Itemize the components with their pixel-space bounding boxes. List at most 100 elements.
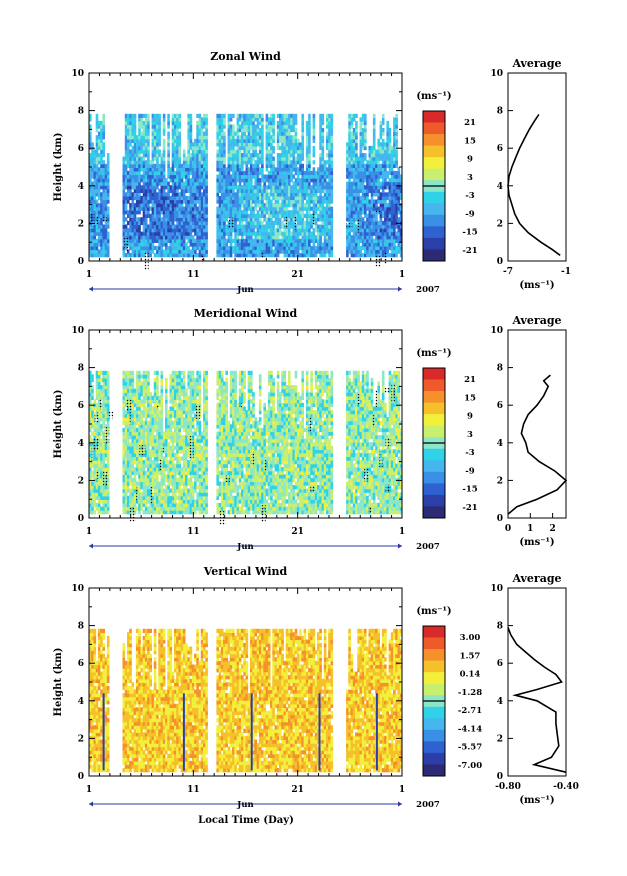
heatmap-cell <box>147 138 150 143</box>
heatmap-cell <box>330 206 334 211</box>
heatmap-cell <box>328 188 331 193</box>
heatmap-cell <box>142 113 146 118</box>
heatmap-cell <box>97 210 101 215</box>
heatmap-cell <box>395 253 398 258</box>
heatmap-cell <box>381 145 385 151</box>
heatmap-cell <box>165 217 168 222</box>
heatmap-cell <box>245 188 249 193</box>
heatmap-cell <box>359 253 363 258</box>
heatmap-cell <box>229 149 233 154</box>
heatmap-cell <box>381 113 385 118</box>
heatmap-cell <box>169 174 173 179</box>
heatmap-cell <box>178 156 181 161</box>
heatmap-cell <box>102 417 105 422</box>
heatmap-cell <box>216 220 219 226</box>
heatmap-cell <box>330 213 334 218</box>
heatmap-cell <box>171 160 175 165</box>
heatmap-cell <box>350 138 354 143</box>
heatmap-cell <box>185 235 188 240</box>
heatmap-cell <box>133 417 137 422</box>
heatmap-cell <box>122 206 126 211</box>
heatmap-cell <box>95 185 99 190</box>
heatmap-cell <box>265 192 269 197</box>
heatmap-cell <box>348 210 351 215</box>
heatmap-cell <box>180 228 184 233</box>
heatmap-cell <box>310 235 313 240</box>
heatmap-cell <box>381 188 385 193</box>
heatmap-cell <box>258 228 262 233</box>
heatmap-cell <box>281 124 284 129</box>
heatmap-cell <box>310 206 313 211</box>
heatmap-cell <box>372 178 376 183</box>
heatmap-cell <box>395 128 398 133</box>
heatmap-cell <box>368 170 372 176</box>
heatmap-cell <box>386 224 389 229</box>
heatmap-cell <box>100 145 103 151</box>
heatmap-cell <box>274 185 278 190</box>
heatmap-cell <box>267 185 271 190</box>
heatmap-cell <box>359 206 363 211</box>
heatmap-cell <box>299 178 302 183</box>
heatmap-cell <box>321 253 325 258</box>
heatmap-cell <box>122 492 126 497</box>
heatmap-cell <box>323 174 327 179</box>
heatmap-cell <box>258 138 262 143</box>
heatmap-cell <box>93 249 97 254</box>
heatmap-cell <box>127 460 130 465</box>
heatmap-cell <box>247 253 251 258</box>
heatmap-cell <box>102 377 105 383</box>
heatmap-cell <box>198 135 202 140</box>
heatmap-cell <box>296 249 300 254</box>
contour-stipple <box>260 251 266 258</box>
heatmap-cell <box>162 195 166 201</box>
heatmap-cell <box>176 235 179 240</box>
heatmap-cell <box>122 253 126 258</box>
heatmap-cell <box>95 410 99 415</box>
heatmap-cell <box>265 167 269 172</box>
heatmap-cell <box>160 160 164 165</box>
heatmap-cell <box>281 231 284 236</box>
heatmap-cell <box>133 174 137 179</box>
heatmap-cell <box>317 203 320 208</box>
heatmap-cell <box>267 220 271 226</box>
heatmap-cell <box>388 163 392 168</box>
heatmap-cell <box>303 203 307 208</box>
heatmap-cell <box>158 142 161 147</box>
heatmap-cell <box>372 238 376 243</box>
heatmap-cell <box>104 228 108 233</box>
heatmap-cell <box>350 167 354 172</box>
heatmap-cell <box>250 192 253 197</box>
heatmap-cell <box>314 220 318 226</box>
heatmap-cell <box>158 178 161 183</box>
heatmap-cell <box>267 138 271 143</box>
heatmap-cell <box>167 249 170 254</box>
heatmap-cell <box>133 485 137 490</box>
heatmap-cell <box>326 167 329 172</box>
heatmap-cell <box>328 224 331 229</box>
heatmap-cell <box>310 192 313 197</box>
heatmap-cell <box>301 138 304 143</box>
heatmap-cell <box>89 406 92 411</box>
heatmap-cell <box>106 231 110 236</box>
heatmap-cell <box>390 231 394 236</box>
heatmap-cell <box>127 220 130 226</box>
heatmap-cell <box>225 217 228 222</box>
heatmap-cell <box>223 117 226 122</box>
heatmap-cell <box>102 253 105 258</box>
heatmap-cell <box>196 188 199 193</box>
heatmap-cell <box>390 145 394 151</box>
heatmap-cell <box>301 238 304 243</box>
heatmap-cell <box>160 210 164 215</box>
heatmap-cell <box>261 117 264 122</box>
heatmap-cell <box>290 245 293 251</box>
heatmap-cell <box>203 220 206 226</box>
heatmap-cell <box>256 142 260 147</box>
heatmap-cell <box>122 445 126 450</box>
heatmap-cell <box>399 178 403 183</box>
heatmap-cell <box>290 167 293 172</box>
heatmap-cell <box>250 213 253 218</box>
heatmap-cell <box>200 170 204 176</box>
heatmap-cell <box>245 170 249 176</box>
heatmap-cell <box>241 245 244 251</box>
heatmap-cell <box>270 181 273 186</box>
